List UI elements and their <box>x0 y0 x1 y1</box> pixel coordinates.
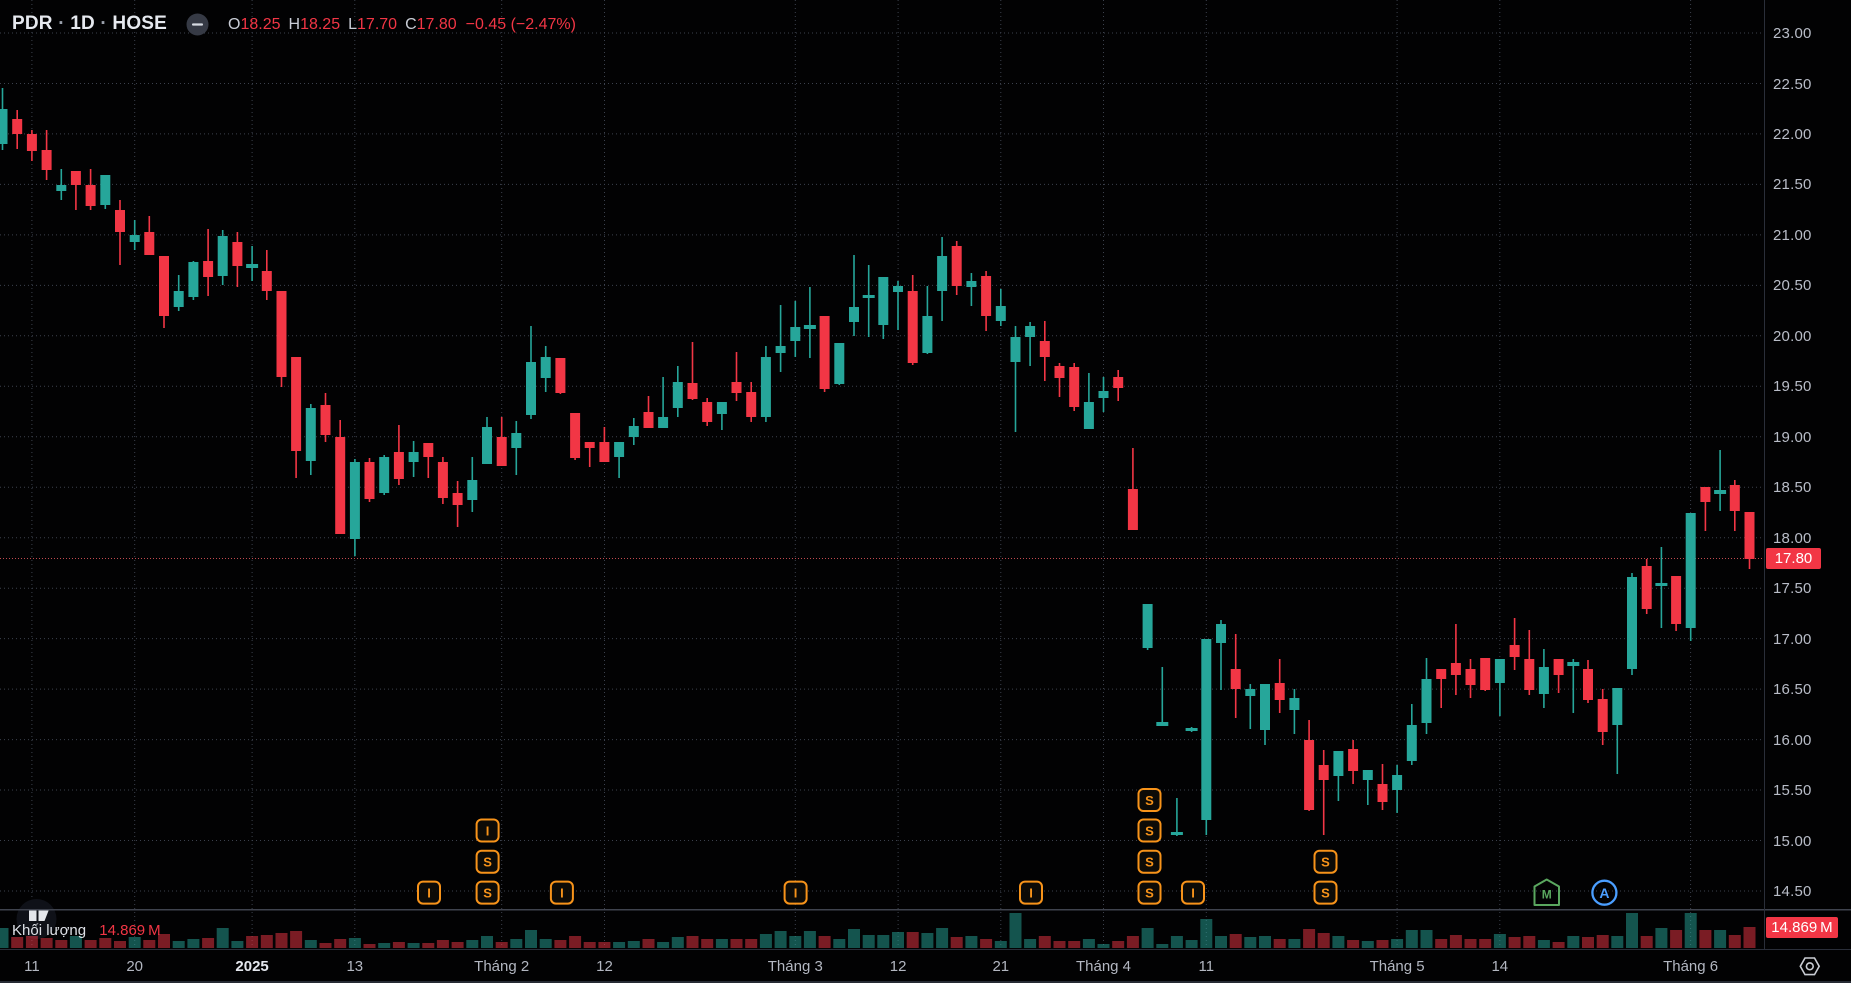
svg-text:I: I <box>486 824 490 839</box>
svg-text:I: I <box>1191 886 1195 901</box>
svg-text:I: I <box>427 886 431 901</box>
svg-text:M: M <box>1542 888 1552 902</box>
svg-text:S: S <box>1145 855 1154 870</box>
svg-text:A: A <box>1599 885 1609 901</box>
svg-text:S: S <box>483 886 492 901</box>
svg-text:I: I <box>560 886 564 901</box>
svg-text:S: S <box>1321 855 1330 870</box>
svg-text:S: S <box>1145 824 1154 839</box>
svg-text:S: S <box>1321 886 1330 901</box>
svg-text:I: I <box>1029 886 1033 901</box>
svg-text:S: S <box>1145 793 1154 808</box>
svg-text:S: S <box>1145 886 1154 901</box>
svg-text:I: I <box>794 886 798 901</box>
svg-text:S: S <box>483 855 492 870</box>
